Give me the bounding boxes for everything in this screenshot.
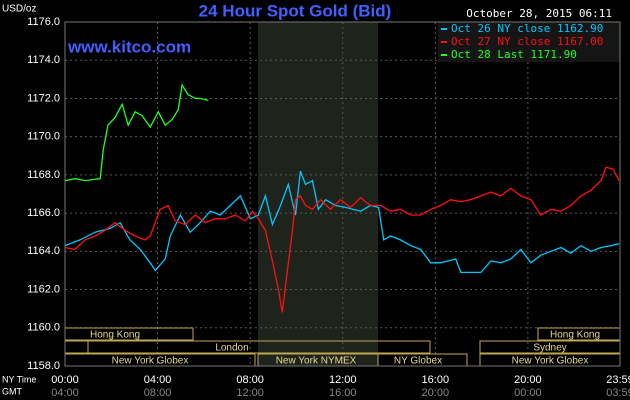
session-label: NY Globex <box>394 356 442 367</box>
session-label: Sydney <box>533 343 566 354</box>
gmt-tick-label: 08:00 <box>144 387 172 399</box>
legend-entry: Oct 28 Last 1171.90 <box>451 48 577 61</box>
y-tick-label: 1164.0 <box>27 245 60 257</box>
y-tick-label: 1174.0 <box>27 54 60 66</box>
subtitle: www.kitco.com <box>67 37 191 56</box>
gmt-tick-label: 04:00 <box>51 387 79 399</box>
y-tick-label: 1170.0 <box>27 131 60 143</box>
x-row-label: NY Time <box>2 374 36 384</box>
y-tick-label: 1172.0 <box>27 92 60 104</box>
nymex-shade <box>258 22 378 366</box>
y-axis-label: USD/oz <box>2 4 36 15</box>
plot-frame <box>64 21 621 367</box>
gmt-tick-label: 03:59 <box>606 387 630 399</box>
y-tick-label: 1176.0 <box>27 16 60 28</box>
series-line <box>64 83 209 182</box>
legend-box <box>438 22 620 62</box>
legend-entry: Oct 26 NY close 1162.90 <box>451 22 603 35</box>
gmt-tick-label: 16:00 <box>329 387 357 399</box>
y-tick-label: 1162.0 <box>27 283 60 295</box>
session-box <box>87 340 431 354</box>
x-tick-label: 20:00 <box>514 374 542 386</box>
x-tick-label: 12:00 <box>329 374 357 386</box>
session-label: Hong Kong <box>550 330 600 341</box>
series-line <box>64 170 620 274</box>
x-tick-label: 16:00 <box>422 374 450 386</box>
y-tick-label: 1158.0 <box>27 360 60 372</box>
session-label: London <box>215 343 248 354</box>
x-tick-label: 04:00 <box>144 374 172 386</box>
gmt-tick-label: 00:00 <box>514 387 542 399</box>
session-label: New York NYMEX <box>276 356 357 367</box>
gmt-tick-label: 12:00 <box>236 387 264 399</box>
timestamp: October 28, 2015 06:11 <box>466 7 612 20</box>
y-tick-label: 1166.0 <box>27 207 60 219</box>
y-tick-label: 1168.0 <box>27 169 60 181</box>
x-tick-label: 23:59 <box>606 374 630 386</box>
series-line <box>64 166 620 313</box>
session-label: New York Globex <box>512 356 589 367</box>
x-tick-label: 08:00 <box>236 374 264 386</box>
session-label: Hong Kong <box>90 330 140 341</box>
session-label: New York Globex <box>112 356 189 367</box>
y-tick-label: 1160.0 <box>27 322 60 334</box>
chart-title: 24 Hour Spot Gold (Bid) <box>199 1 392 20</box>
gmt-tick-label: 20:00 <box>422 387 450 399</box>
x-row-label: GMT <box>2 386 22 396</box>
legend-entry: Oct 27 NY close 1167.00 <box>451 35 603 48</box>
x-tick-label: 00:00 <box>51 374 79 386</box>
